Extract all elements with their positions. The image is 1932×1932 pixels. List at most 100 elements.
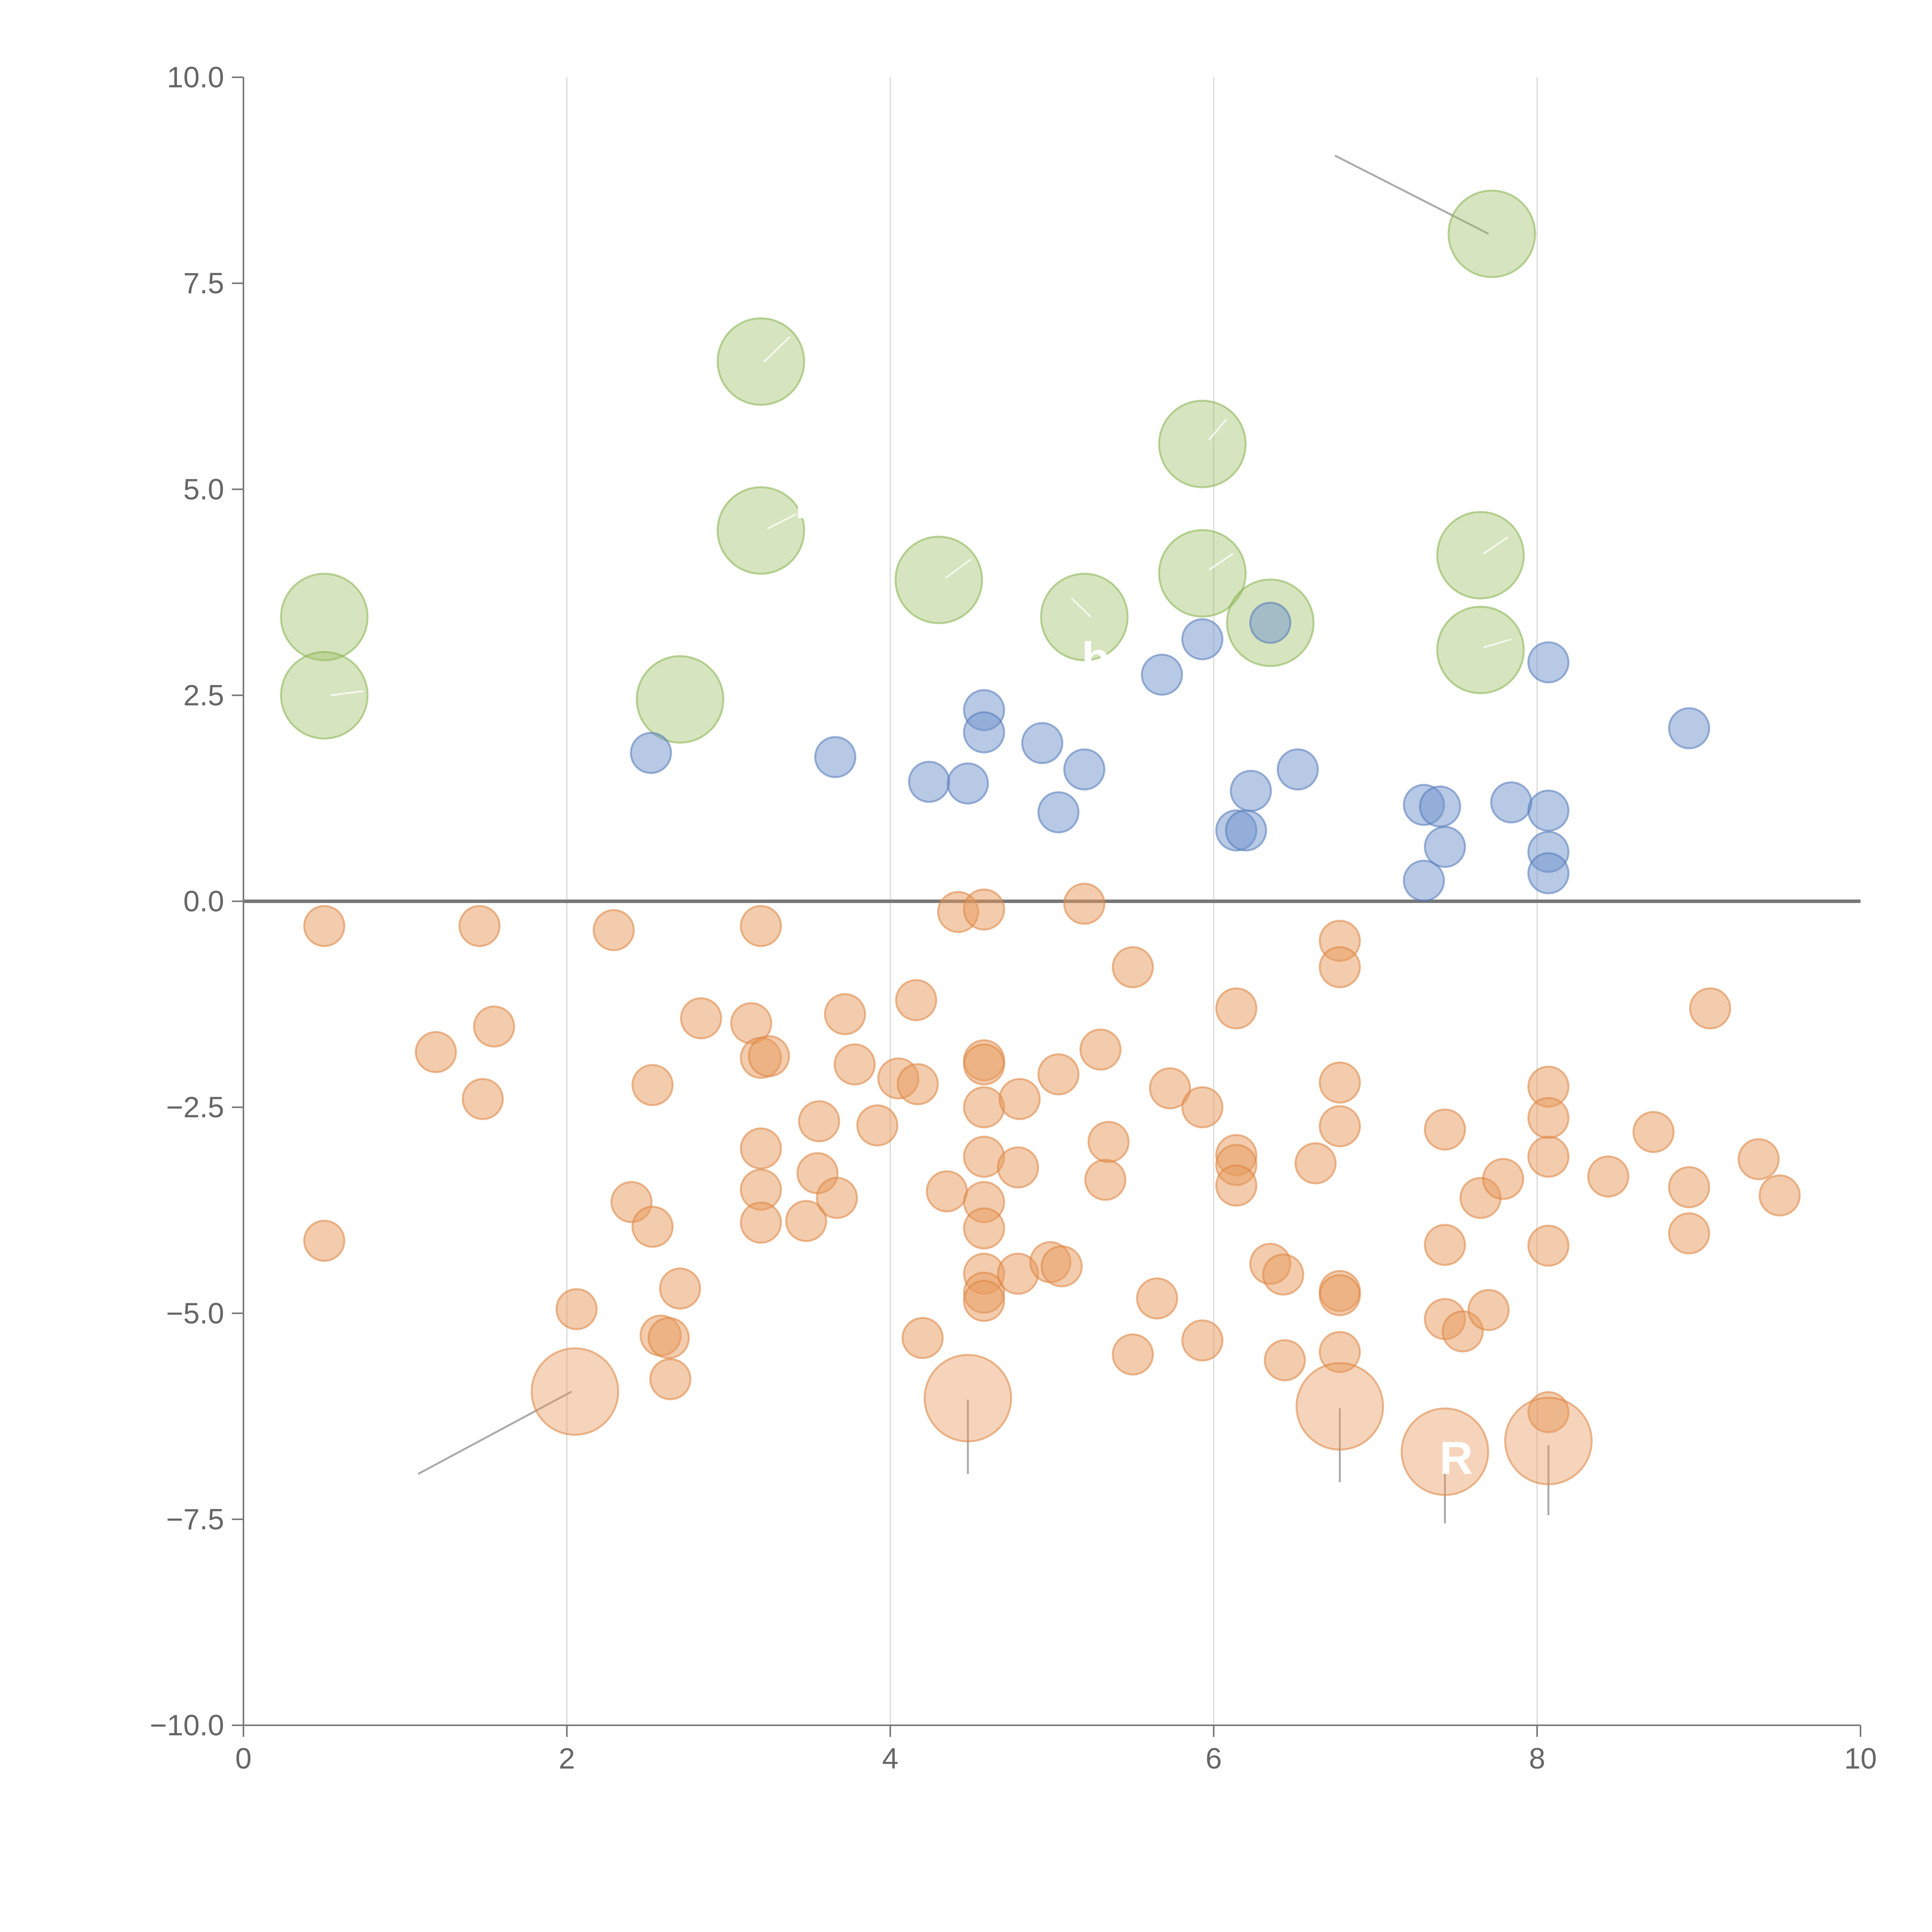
inner-leader-line (1483, 536, 1509, 554)
inner-leader-line (1208, 553, 1234, 571)
data-point-blue (1225, 809, 1267, 852)
inner-leader-line (767, 513, 797, 530)
data-point-blue (1423, 826, 1466, 868)
data-point-orange (631, 1064, 674, 1106)
data-point-orange (1527, 1097, 1570, 1139)
data-point-orange (1423, 1108, 1466, 1151)
data-point-orange (1294, 1142, 1337, 1185)
data-point-orange (1037, 1053, 1080, 1095)
y-tick-label: 2.5 (183, 679, 224, 712)
data-point-green (716, 486, 805, 575)
data-point-orange (901, 1317, 944, 1359)
data-point-orange (798, 1100, 840, 1143)
y-tick-label: −7.5 (166, 1503, 224, 1536)
data-point-blue (1419, 785, 1461, 828)
data-point-orange (1318, 1274, 1361, 1316)
data-point-blue (1249, 602, 1291, 644)
data-point-orange-large (1504, 1396, 1593, 1485)
data-point-orange (824, 993, 866, 1036)
data-point-green (1447, 189, 1536, 278)
data-point-orange (555, 1288, 598, 1330)
data-point-blue (814, 736, 857, 778)
data-point-orange (816, 1177, 858, 1219)
data-point-orange (1181, 1086, 1224, 1129)
data-point-blue (908, 760, 950, 803)
inner-leader-line (1071, 597, 1092, 618)
data-point-orange (303, 905, 345, 947)
data-point-orange (1318, 946, 1361, 988)
data-point-blue (1141, 653, 1183, 696)
y-tick-label: 7.5 (183, 267, 224, 300)
data-point-green (280, 573, 369, 662)
data-point-orange (631, 1206, 674, 1248)
leader-lines (417, 155, 1549, 1524)
data-point-orange-large (1295, 1362, 1384, 1451)
data-point-orange (1041, 1245, 1083, 1287)
data-point-green (1158, 529, 1247, 618)
data-point-blue (1527, 789, 1570, 832)
inner-leader-line (1483, 638, 1512, 648)
axes: 10.0 7.5 5.0 2.5 0.0 −2.5 −5.0 −7.5 −10.0 0 2 4 6 8 10 (150, 61, 1877, 1775)
data-point-green (1436, 511, 1525, 600)
inline-label: b i (1082, 633, 1136, 685)
data-point-green (716, 317, 805, 406)
data-point-green (1436, 605, 1525, 694)
inner-leader-line (945, 558, 972, 579)
data-point-green (280, 651, 369, 740)
data-point-green (895, 536, 983, 624)
y-tick-label: −2.5 (166, 1091, 224, 1124)
x-tick-label: 10 (1844, 1742, 1877, 1775)
data-point-orange (461, 1078, 504, 1120)
data-point-blue (1527, 641, 1570, 684)
data-point-orange (1527, 1225, 1570, 1267)
data-point-orange (1423, 1224, 1466, 1266)
data-point-green (636, 655, 724, 744)
data-point-blue (1037, 791, 1080, 833)
data-point-orange (896, 1063, 939, 1105)
data-point-orange (1112, 946, 1154, 988)
data-point-orange (1689, 987, 1731, 1030)
inner-leader-line (1208, 418, 1227, 440)
data-point-orange (473, 1005, 515, 1048)
data-point-orange (740, 905, 782, 947)
data-point-orange (785, 1200, 827, 1242)
data-point-orange (1149, 1067, 1191, 1110)
data-point-orange (1482, 1158, 1524, 1200)
data-point-orange (649, 1358, 692, 1400)
data-point-orange (659, 1267, 701, 1310)
data-point-orange (1084, 1158, 1127, 1201)
data-point-orange (1759, 1174, 1801, 1217)
data-point-orange (1262, 1253, 1304, 1296)
inner-leader-line (764, 336, 791, 362)
data-point-orange (680, 997, 722, 1039)
data-point-orange (1737, 1138, 1780, 1180)
data-point-orange-large (1400, 1407, 1489, 1496)
data-point-blue (1277, 748, 1319, 791)
data-point-orange (740, 1127, 782, 1170)
data-point-blue (1668, 707, 1710, 750)
data-point-orange (998, 1078, 1041, 1120)
data-point-orange (1632, 1111, 1675, 1153)
x-tick-label: 0 (235, 1742, 252, 1775)
data-point-orange (963, 1043, 1005, 1086)
data-point-orange (1087, 1121, 1130, 1163)
x-tick-label: 2 (559, 1742, 575, 1775)
data-point-blue (1527, 852, 1570, 895)
data-point-orange (1318, 1331, 1361, 1373)
data-point-blue (1403, 859, 1445, 902)
data-point-orange (748, 1035, 790, 1077)
inner-leader-lines (330, 336, 1512, 696)
data-point-orange (1215, 1164, 1258, 1207)
data-point-blue (1063, 748, 1105, 791)
y-tick-label: −10.0 (150, 1709, 224, 1742)
data-point-orange (1668, 1212, 1710, 1255)
data-point-green (1040, 573, 1129, 662)
inner-leader-line (330, 690, 363, 696)
data-point-orange (963, 1280, 1005, 1322)
data-point-orange (1318, 1061, 1361, 1104)
x-tick-label: 4 (882, 1742, 898, 1775)
data-point-orange (1587, 1155, 1629, 1198)
data-point-green (1158, 400, 1247, 488)
leader-line (1334, 155, 1489, 235)
